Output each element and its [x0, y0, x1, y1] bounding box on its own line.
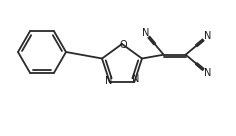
Text: N: N	[132, 75, 139, 84]
Text: N: N	[105, 76, 112, 86]
Text: N: N	[204, 31, 211, 41]
Text: N: N	[142, 28, 149, 38]
Text: N: N	[204, 68, 211, 78]
Text: O: O	[119, 41, 127, 50]
